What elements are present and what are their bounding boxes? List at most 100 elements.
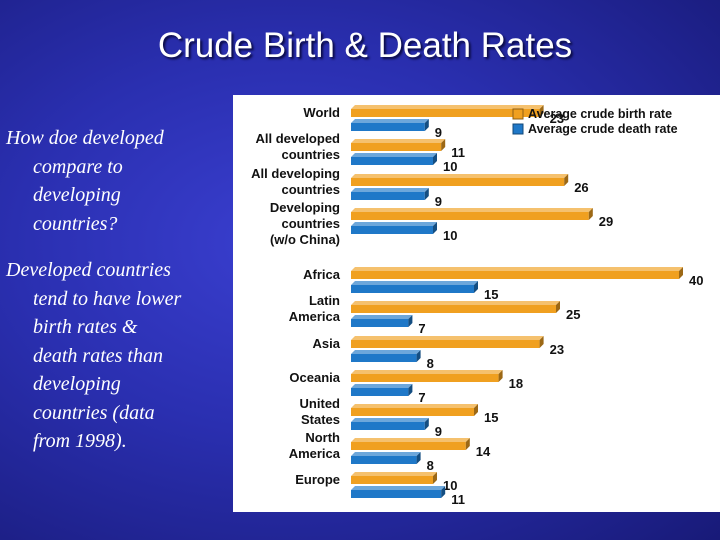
bar	[351, 188, 429, 200]
category-label: Asia	[313, 336, 341, 351]
bar-face	[351, 374, 499, 382]
bar-side	[556, 301, 560, 313]
question-line: How doe developed	[6, 127, 164, 149]
slide-title: Crude Birth & Death Rates	[157, 26, 573, 65]
bar-side	[498, 370, 503, 382]
data-label: 40	[689, 273, 703, 288]
bar-face	[351, 143, 442, 151]
category-label: Africa	[303, 267, 341, 282]
bar	[351, 350, 421, 362]
bar-side	[539, 105, 544, 117]
data-label: 14	[476, 444, 491, 459]
data-label: 11	[451, 492, 465, 507]
bar-face	[351, 305, 556, 313]
bar	[351, 438, 470, 450]
bar	[351, 404, 478, 416]
legend-entry: Average crude death rate	[528, 122, 678, 136]
bar-top	[351, 486, 446, 490]
category-label: North	[305, 430, 340, 445]
legend-swatch	[512, 123, 524, 135]
bar-top	[351, 438, 470, 442]
bar	[351, 301, 560, 313]
bar-side	[433, 472, 437, 484]
bar-top	[351, 350, 421, 354]
bar	[351, 418, 429, 430]
category-label: All developing	[251, 166, 340, 181]
bar-face	[351, 178, 565, 186]
bar-side	[424, 188, 429, 200]
chart-panel: 23 11 26 29 40 25 23 18 15 14 10 9 10 9 10 15 7 8 7 9 8 11 Wor…	[233, 95, 720, 512]
bar-side	[408, 315, 413, 327]
bar	[351, 174, 569, 186]
data-label: 7	[418, 390, 425, 405]
bar-top	[351, 208, 593, 212]
category-label: States	[301, 412, 340, 427]
bar-side	[474, 281, 478, 293]
data-label: 15	[484, 287, 498, 302]
bar-top	[351, 188, 429, 192]
question-line: countries?	[33, 212, 118, 235]
bar	[351, 267, 683, 279]
bar-side	[424, 119, 429, 131]
bar	[351, 370, 503, 382]
data-label: 23	[550, 342, 564, 357]
bar	[351, 208, 593, 220]
bar-side	[564, 174, 569, 186]
bar-face	[351, 340, 540, 348]
bar-top	[351, 119, 429, 123]
bar	[351, 486, 446, 498]
bar-top	[351, 315, 413, 319]
bar-top	[351, 301, 560, 305]
bar-face	[351, 192, 425, 200]
legend-swatch	[512, 108, 524, 120]
category-label: America	[289, 309, 341, 324]
bar-side	[416, 452, 421, 464]
category-label: All developed	[255, 131, 340, 146]
bar-side	[441, 486, 446, 498]
bar-top	[351, 174, 569, 178]
bar	[351, 139, 446, 151]
category-label: Latin	[309, 293, 340, 308]
bar	[351, 336, 544, 348]
bar-face	[351, 285, 474, 293]
bar-face	[351, 319, 409, 327]
bar	[351, 153, 437, 165]
bar-top	[351, 222, 437, 226]
bar-side	[588, 208, 593, 220]
category-label: Oceania	[289, 370, 340, 385]
bar-face	[351, 388, 409, 396]
bar-face	[351, 123, 425, 131]
category-label: Developing	[270, 200, 340, 215]
data-label: 10	[443, 478, 457, 493]
category-label: America	[289, 446, 341, 461]
answer-line: from 1998).	[33, 430, 127, 452]
bar-face	[351, 226, 433, 234]
bar-top	[351, 105, 544, 109]
bar-side	[539, 336, 544, 348]
bar-top	[351, 267, 683, 271]
answer-line: countries (data	[33, 401, 155, 424]
data-label: 10	[443, 228, 457, 243]
bar-top	[351, 370, 503, 374]
bar-face	[351, 442, 466, 450]
category-label: (w/o China)	[270, 232, 340, 247]
data-label: 23	[550, 111, 564, 126]
bar	[351, 315, 413, 327]
data-label: 29	[599, 214, 613, 229]
category-label: countries	[281, 147, 340, 162]
bar-face	[351, 490, 442, 498]
bar-side	[416, 350, 421, 362]
question-text: How doe developed compare to developing …	[6, 124, 224, 238]
bar	[351, 222, 437, 234]
bar	[351, 384, 413, 396]
answer-line: tend to have lower	[33, 287, 182, 310]
bar-face	[351, 212, 589, 220]
data-label: 18	[509, 376, 523, 391]
bar	[351, 472, 437, 484]
bar-face	[351, 354, 417, 362]
data-label: 26	[574, 180, 588, 195]
bar	[351, 452, 421, 464]
answer-text: Developed countries tend to have lower b…	[6, 256, 224, 456]
category-label: Europe	[295, 472, 340, 487]
bar-chart: 23 11 26 29 40 25 23 18 15 14 10 9 10 9 10 15 7 8 7 9 8 11 Wor…	[251, 105, 703, 507]
